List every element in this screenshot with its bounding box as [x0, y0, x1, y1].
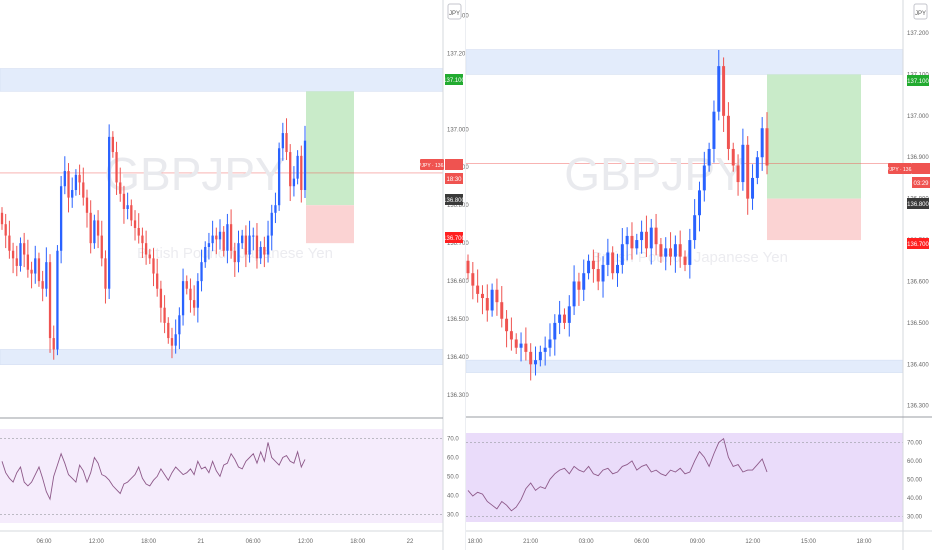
time-tick-label: 21:00: [523, 539, 539, 545]
candle[interactable]: [108, 124, 110, 299]
rsi-tick-label: 70.0: [447, 437, 459, 443]
right-countdown: 03:29: [912, 177, 930, 188]
rsi-tick-label: 40.00: [907, 496, 923, 502]
right-watermark: GBPJPY: [564, 148, 746, 200]
right-currency-badge[interactable]: JPY: [914, 4, 927, 19]
rsi-tick-label: 70.00: [907, 440, 923, 446]
candle[interactable]: [49, 254, 51, 353]
right-entry-label: 136.800: [907, 198, 930, 209]
take-profit-area: [306, 91, 354, 205]
price-tick-label: 136.900: [907, 155, 929, 161]
svg-text:03:29: 03:29: [913, 181, 929, 187]
candle[interactable]: [278, 143, 280, 211]
price-tick-label: 136.500: [907, 321, 929, 327]
svg-text:18:30: 18:30: [446, 177, 462, 183]
price-tick-label: 137.000: [907, 114, 929, 120]
time-tick-label: 18:00: [350, 539, 366, 545]
svg-text:JPY: JPY: [915, 11, 926, 17]
svg-text:136.800: 136.800: [443, 198, 465, 204]
rsi-tick-label: 50.00: [907, 477, 923, 483]
right-sl-label: 136.700: [907, 238, 930, 249]
time-tick-label: 03:00: [579, 539, 595, 545]
svg-text:136.800: 136.800: [907, 202, 929, 208]
rsi-tick-label: 50.0: [447, 474, 459, 480]
price-tick-label: 136.600: [907, 279, 929, 285]
rsi-tick-label: 40.0: [447, 493, 459, 499]
svg-text:136.700: 136.700: [443, 236, 465, 242]
left-sl-label: 136.700: [443, 232, 465, 243]
left-entry-label: 136.800: [443, 194, 465, 205]
left-countdown: 18:30: [445, 173, 463, 184]
take-profit-area: [767, 74, 861, 198]
left-watermark: GBPJPY: [104, 148, 286, 200]
stop-loss-area: [306, 205, 354, 243]
time-tick-label: 18:00: [141, 539, 157, 545]
left-rsi-band: [0, 429, 443, 523]
time-tick-label: 21: [198, 539, 205, 545]
support-zone: [0, 349, 443, 364]
time-tick-label: 18:00: [467, 539, 483, 545]
right-rsi-band: [466, 433, 903, 522]
svg-text:137.100: 137.100: [907, 79, 929, 85]
rsi-tick-label: 60.0: [447, 456, 459, 462]
time-tick-label: 18:00: [856, 539, 872, 545]
time-tick-label: 12:00: [298, 539, 314, 545]
resistance-zone: [0, 69, 443, 92]
candle[interactable]: [56, 245, 58, 355]
rsi-tick-label: 30.0: [447, 512, 459, 518]
time-tick-label: 06:00: [246, 539, 262, 545]
time-tick-label: 22: [407, 539, 414, 545]
candle[interactable]: [60, 176, 62, 263]
svg-text:JPY: JPY: [449, 11, 460, 17]
price-tick-label: 137.200: [907, 31, 929, 37]
resistance-zone: [466, 50, 903, 75]
left-currency-badge[interactable]: JPY: [448, 4, 461, 19]
right-tp-label: 137.100: [907, 75, 930, 86]
rsi-tick-label: 30.00: [907, 514, 923, 520]
time-tick-label: 15:00: [801, 539, 817, 545]
price-tick-label: 136.400: [907, 362, 929, 368]
time-tick-label: 06:00: [634, 539, 650, 545]
time-tick-label: 06:00: [36, 539, 52, 545]
time-tick-label: 12:00: [89, 539, 105, 545]
left-tp-label: 137.100: [443, 74, 465, 85]
svg-text:136.700: 136.700: [907, 242, 929, 248]
time-tick-label: 12:00: [745, 539, 761, 545]
rsi-tick-label: 60.00: [907, 459, 923, 465]
svg-text:137.100: 137.100: [443, 78, 465, 84]
time-tick-label: 09:00: [690, 539, 706, 545]
price-tick-label: 136.300: [907, 404, 929, 410]
stop-loss-area: [767, 199, 861, 240]
